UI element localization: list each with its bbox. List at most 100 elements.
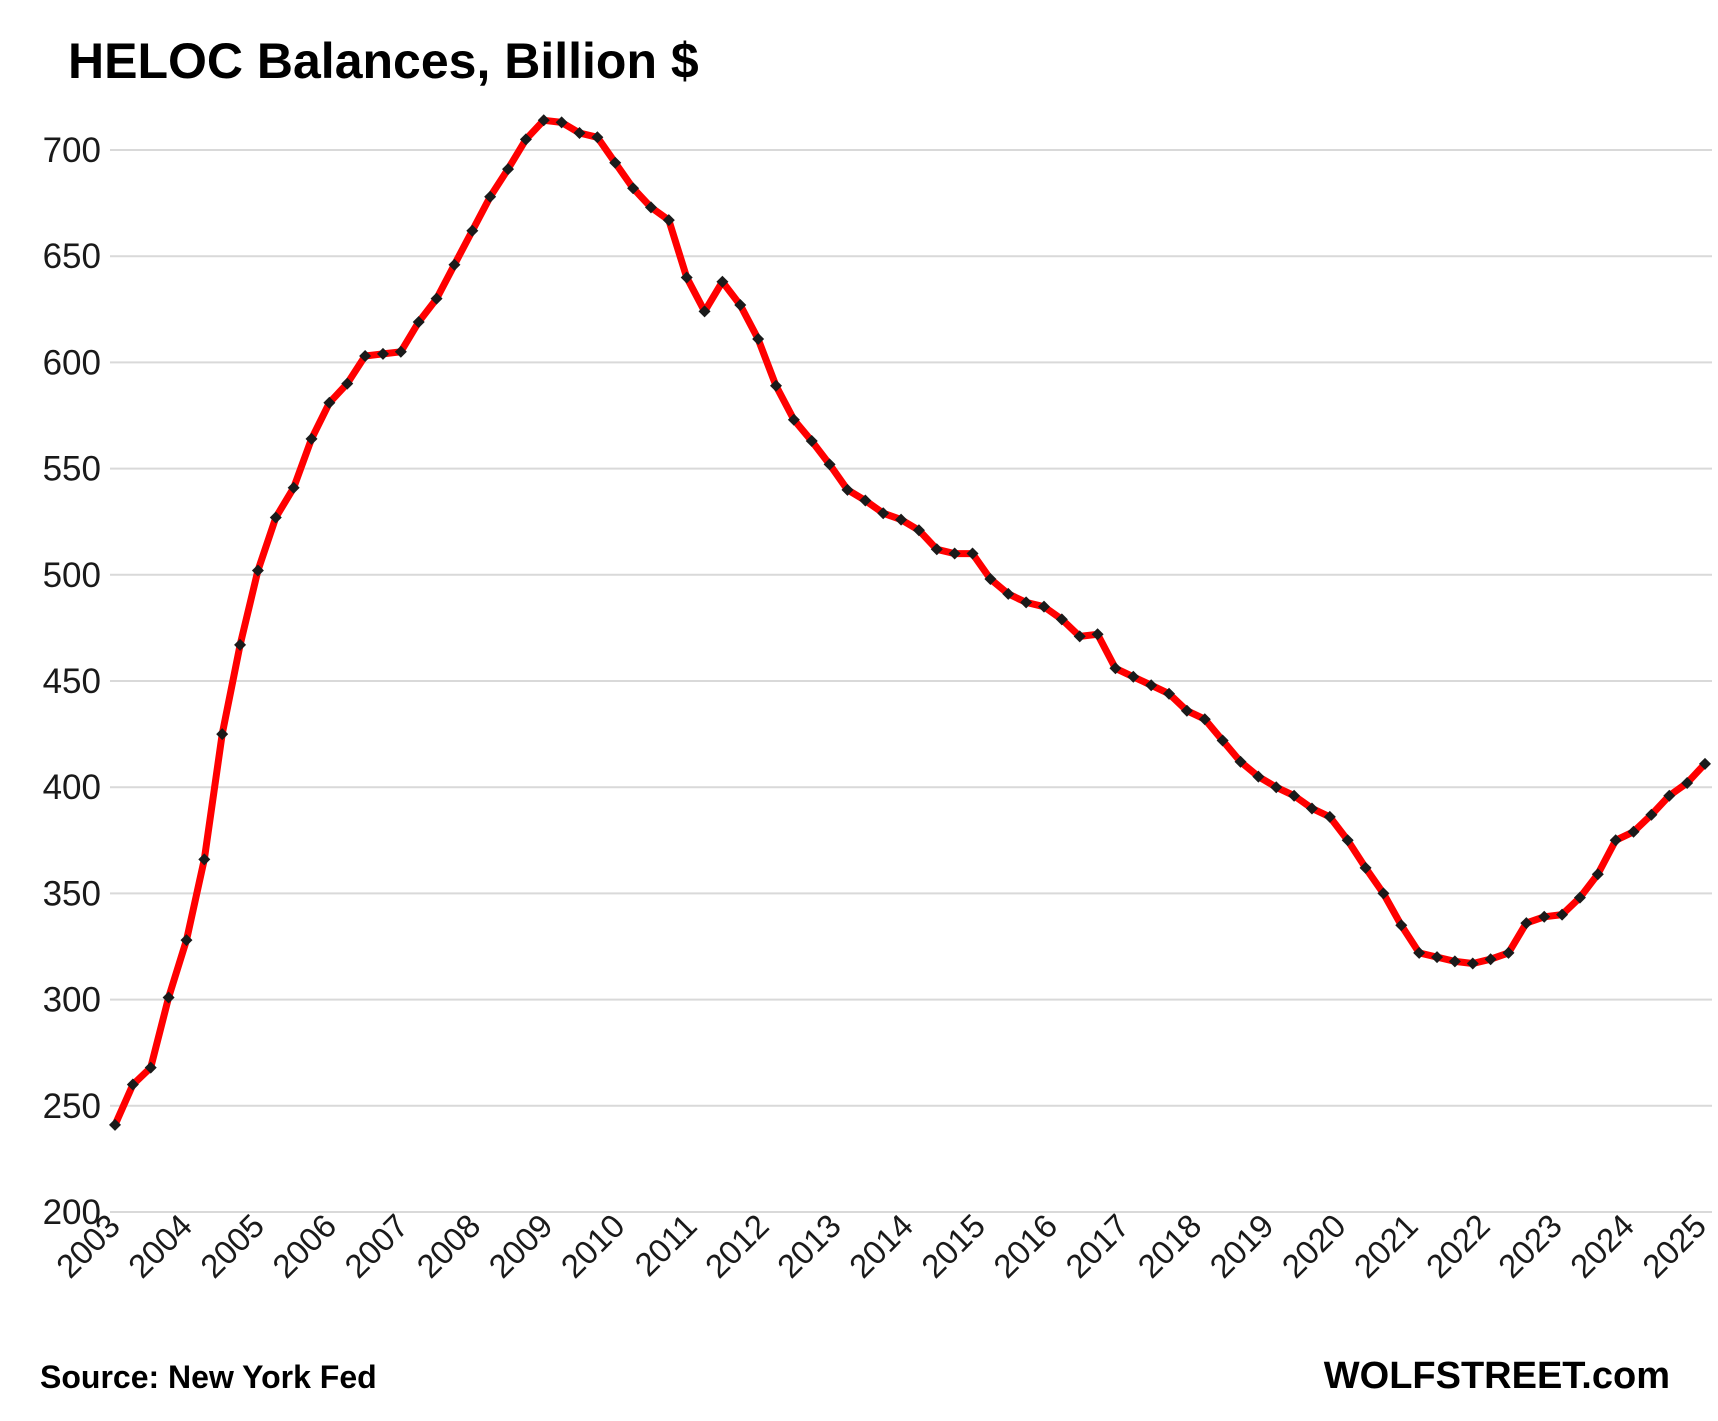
data-point xyxy=(341,377,354,390)
data-point xyxy=(430,292,443,305)
data-markers xyxy=(109,114,1711,1131)
data-point xyxy=(234,638,247,651)
data-point xyxy=(1216,734,1229,747)
data-point xyxy=(1609,834,1622,847)
data-point xyxy=(1663,789,1676,802)
y-tick-label: 400 xyxy=(43,768,101,807)
x-tick-label: 2018 xyxy=(1130,1207,1208,1285)
data-point xyxy=(1198,713,1211,726)
data-point xyxy=(180,934,193,947)
data-point xyxy=(1055,613,1068,626)
data-point xyxy=(734,299,747,312)
data-point xyxy=(1091,628,1104,641)
data-point xyxy=(1020,596,1033,609)
x-tick-label: 2004 xyxy=(121,1207,199,1285)
x-tick-label: 2023 xyxy=(1491,1207,1569,1285)
data-point xyxy=(1109,662,1122,675)
data-point xyxy=(1180,704,1193,717)
x-tick-label: 2010 xyxy=(554,1207,632,1285)
data-point xyxy=(1252,770,1265,783)
data-point xyxy=(1484,953,1497,966)
x-tick-label: 2014 xyxy=(842,1207,920,1285)
data-point xyxy=(1073,630,1086,643)
data-point xyxy=(144,1061,157,1074)
data-point xyxy=(394,345,407,358)
data-point xyxy=(1591,868,1604,881)
x-tick-label: 2020 xyxy=(1275,1207,1353,1285)
data-point xyxy=(269,511,282,524)
data-point xyxy=(1681,776,1694,789)
series-line xyxy=(111,116,1709,1129)
data-point xyxy=(1002,587,1015,600)
x-tick-label: 2015 xyxy=(914,1207,992,1285)
data-point xyxy=(519,133,532,146)
data-point xyxy=(912,524,925,537)
data-point xyxy=(1466,957,1479,970)
data-point xyxy=(752,333,765,346)
data-point xyxy=(698,305,711,318)
y-tick-label: 450 xyxy=(43,662,101,701)
data-point xyxy=(555,116,568,129)
brand-watermark: WOLFSTREET.com xyxy=(1324,1355,1670,1397)
x-tick-label: 2009 xyxy=(481,1207,559,1285)
data-point xyxy=(644,201,657,214)
data-point xyxy=(609,156,622,169)
data-point xyxy=(1127,670,1140,683)
data-point xyxy=(1341,834,1354,847)
data-point xyxy=(1359,861,1372,874)
data-point xyxy=(1645,808,1658,821)
data-point xyxy=(930,543,943,556)
x-tick-label: 2013 xyxy=(770,1207,848,1285)
data-point xyxy=(1556,908,1569,921)
data-point xyxy=(1305,802,1318,815)
data-point xyxy=(1234,755,1247,768)
data-point xyxy=(1395,919,1408,932)
x-tick-label: 2024 xyxy=(1563,1207,1641,1285)
data-point xyxy=(109,1118,121,1131)
y-tick-label: 550 xyxy=(43,450,101,489)
data-point xyxy=(948,547,961,560)
x-tick-label: 2006 xyxy=(265,1207,343,1285)
x-axis-ticks: 2003200420052006200720082009201020112012… xyxy=(49,1207,1713,1285)
data-point xyxy=(359,350,372,363)
data-point xyxy=(1413,946,1426,959)
data-point xyxy=(376,347,389,360)
data-point xyxy=(770,379,783,392)
data-point xyxy=(680,271,693,284)
x-tick-label: 2025 xyxy=(1635,1207,1713,1285)
data-point xyxy=(1431,951,1444,964)
data-point xyxy=(895,513,908,526)
chart-title: HELOC Balances, Billion $ xyxy=(68,33,699,89)
x-tick-label: 2022 xyxy=(1419,1207,1497,1285)
data-point xyxy=(1270,781,1283,794)
data-point xyxy=(1573,891,1586,904)
y-tick-label: 600 xyxy=(43,343,101,382)
data-point xyxy=(823,458,836,471)
y-tick-label: 650 xyxy=(43,237,101,276)
x-tick-label: 2017 xyxy=(1058,1207,1136,1285)
gridlines xyxy=(110,149,1712,1213)
data-point xyxy=(1145,679,1158,692)
y-tick-label: 300 xyxy=(43,981,101,1020)
data-point xyxy=(1538,910,1551,923)
data-point xyxy=(1627,825,1640,838)
data-point xyxy=(305,432,318,445)
data-point xyxy=(805,434,818,447)
data-point xyxy=(216,728,229,741)
x-tick-label: 2016 xyxy=(986,1207,1064,1285)
data-point xyxy=(323,396,336,409)
x-tick-label: 2019 xyxy=(1202,1207,1280,1285)
data-point xyxy=(1377,887,1390,900)
data-point xyxy=(126,1078,139,1091)
x-tick-label: 2021 xyxy=(1347,1207,1425,1285)
data-point xyxy=(1520,917,1533,930)
data-point xyxy=(1448,955,1461,968)
data-point xyxy=(627,182,640,195)
y-tick-label: 500 xyxy=(43,556,101,595)
data-point xyxy=(502,163,515,176)
y-tick-label: 350 xyxy=(43,874,101,913)
data-point xyxy=(573,127,586,140)
y-axis-ticks: 200 250 300 350 400 450 500 550 600 650 700 xyxy=(43,131,101,1232)
data-point xyxy=(716,275,729,288)
x-tick-label: 2011 xyxy=(627,1207,703,1283)
